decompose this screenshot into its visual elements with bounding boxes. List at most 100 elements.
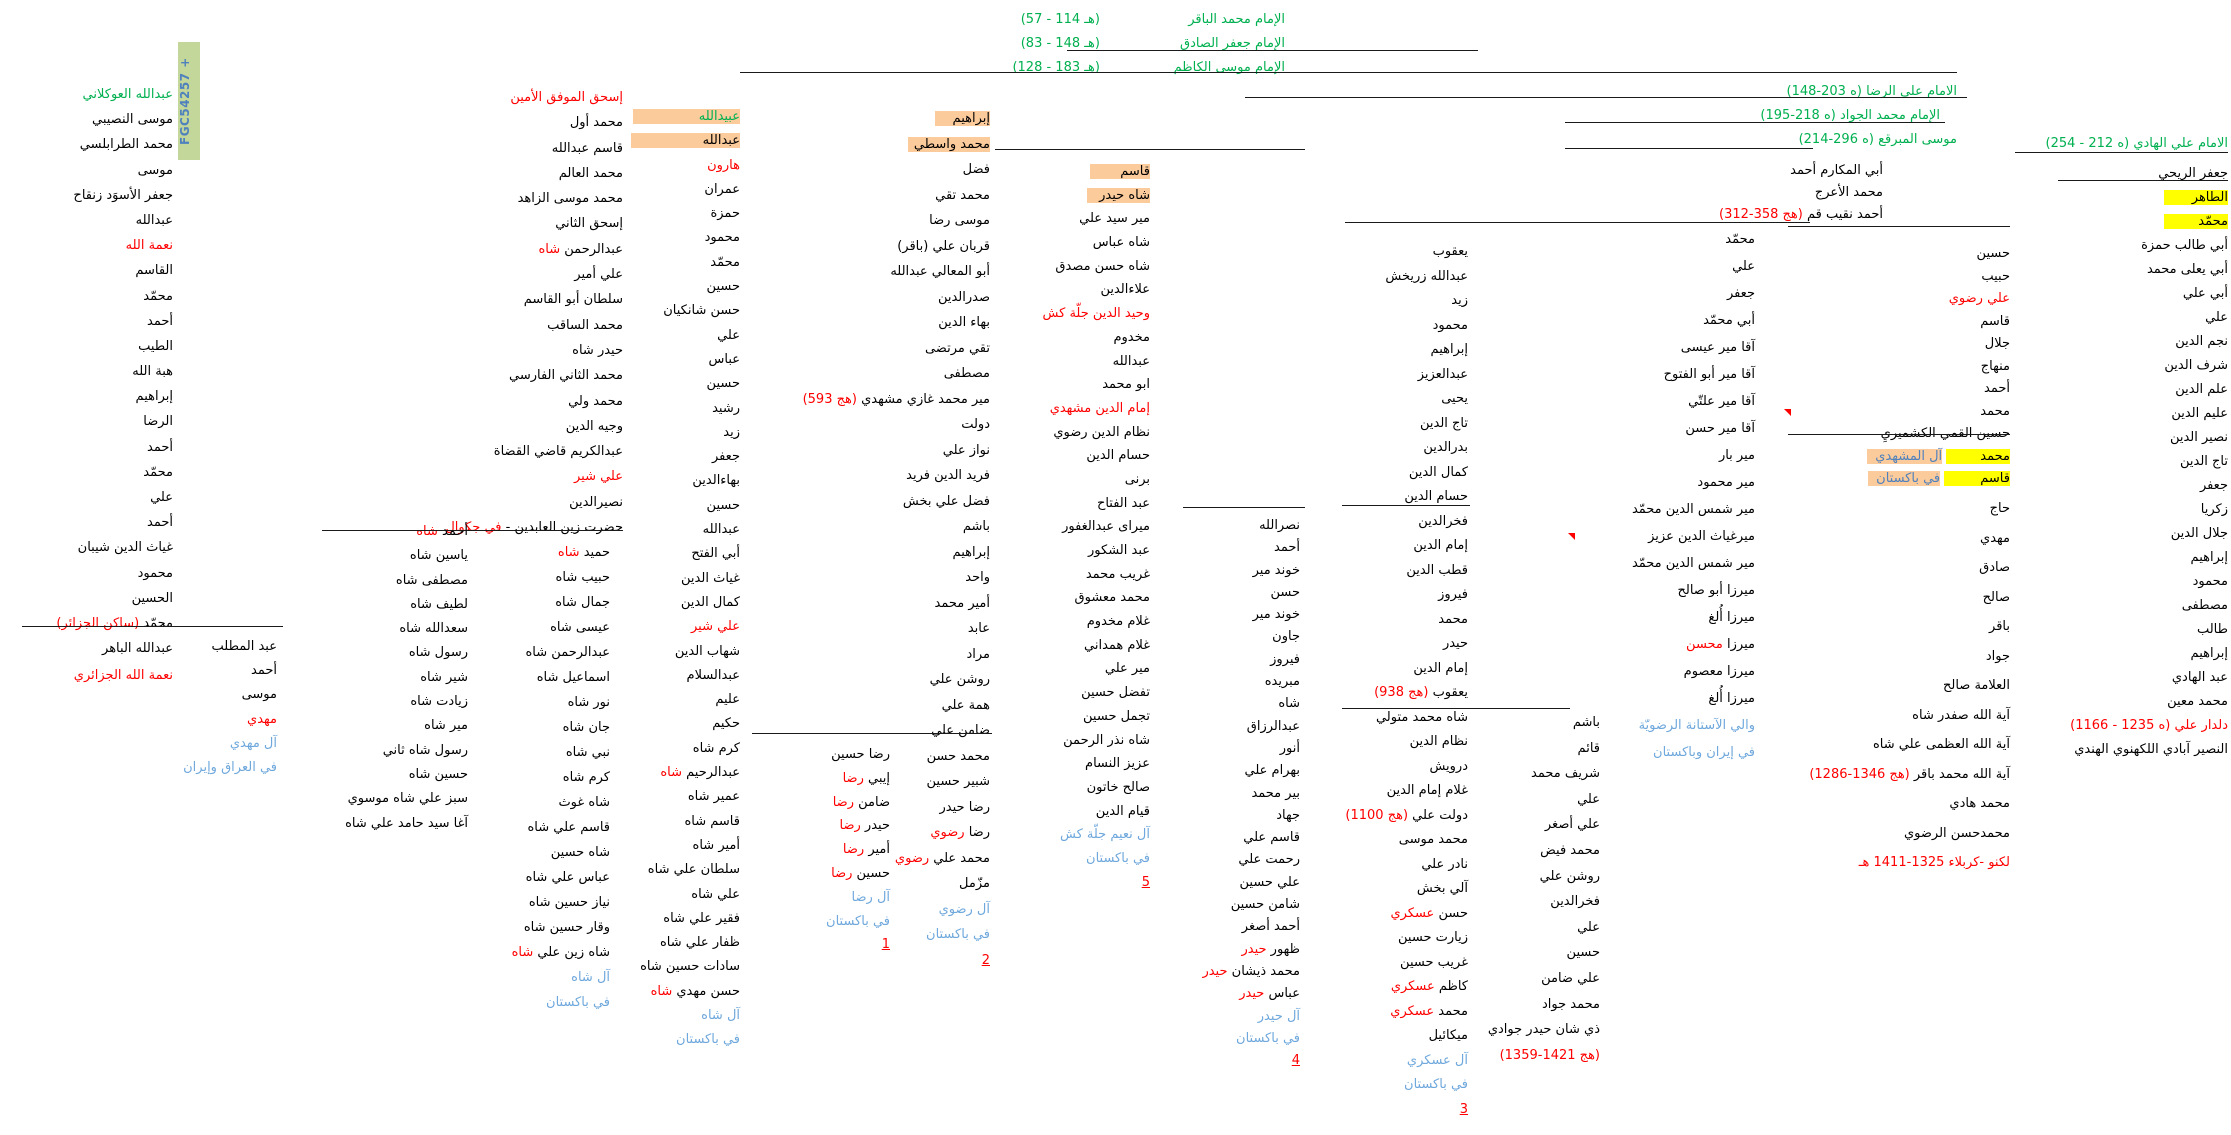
person-cell[interactable]: عبيدالله	[631, 105, 740, 129]
person-cell[interactable]: محمد	[1867, 401, 2010, 424]
person-cell[interactable]: عمران	[631, 178, 740, 202]
person-cell[interactable]: حيدر رضا	[826, 814, 890, 838]
person-cell[interactable]: جعفر	[2070, 474, 2228, 498]
person-cell[interactable]: موسى المبرقع (214-296 ه)	[1799, 128, 1957, 152]
person-cell[interactable]: موسى رضا	[803, 208, 990, 234]
person-cell[interactable]: محمد ولي	[445, 389, 623, 414]
person-cell[interactable]: روشن علي	[1488, 864, 1600, 890]
person-cell[interactable]: 2	[803, 948, 990, 974]
person-cell[interactable]: رضا رضوي	[803, 820, 990, 846]
person-cell[interactable]: باشم	[803, 514, 990, 540]
person-cell[interactable]: بهاءالدين	[631, 469, 740, 493]
person-cell[interactable]: علي	[56, 485, 173, 510]
person-cell[interactable]: أنور	[1202, 738, 1300, 760]
person-cell[interactable]: مير سيد علي	[1043, 207, 1150, 231]
person-cell[interactable]: فقير علي شاه	[631, 907, 740, 931]
person-cell[interactable]: صالح خاتون	[1043, 776, 1150, 800]
person-cell[interactable]: روشن علي	[803, 667, 990, 693]
person-cell[interactable]: العلامة صالح	[1809, 671, 2010, 701]
person-cell[interactable]: جهاد	[1202, 805, 1300, 827]
person-cell[interactable]: جعفر	[1632, 280, 1755, 307]
person-cell[interactable]: فيروز	[1202, 649, 1300, 671]
person-cell[interactable]: عبدالله	[630, 129, 740, 153]
person-cell[interactable]: عبدالرزاق	[1202, 716, 1300, 738]
person-cell[interactable]: قائم	[1488, 736, 1600, 762]
person-cell[interactable]: قاسم	[1043, 160, 1150, 184]
person-cell[interactable]: آل مهدي	[183, 732, 277, 756]
person-cell[interactable]: نبي شاه	[512, 740, 610, 765]
person-cell[interactable]: كرم شاه	[631, 737, 740, 761]
person-cell[interactable]: والي الآستانة الرضويّة	[1632, 712, 1755, 739]
person-cell[interactable]: علي شير	[445, 464, 623, 489]
person-cell[interactable]: ميرزا أبو صالح	[1632, 577, 1755, 604]
person-cell[interactable]: عباس علي شاه	[512, 865, 610, 890]
person-cell[interactable]: أبي علي	[2070, 282, 2228, 306]
person-cell[interactable]: آية الله العظمى علي شاه	[1809, 730, 2010, 760]
person-cell[interactable]: محمّد	[2070, 210, 2228, 234]
person-cell[interactable]: وقار حسين شاه	[512, 915, 610, 940]
person-cell[interactable]: حميد شاه	[512, 540, 610, 565]
person-cell[interactable]: حسين	[631, 275, 740, 299]
person-cell[interactable]: جاون	[1202, 626, 1300, 648]
person-cell[interactable]: عبدالله زريخش	[1345, 265, 1468, 290]
person-cell[interactable]: خوند مير	[1202, 560, 1300, 582]
person-cell[interactable]: ضامن علي	[803, 718, 990, 744]
person-cell[interactable]: أبي يعلى محمد	[2070, 258, 2228, 282]
person-cell[interactable]: عمير شاه	[631, 785, 740, 809]
person-cell[interactable]: برنى	[1043, 468, 1150, 492]
person-cell[interactable]: محمد هادي	[1809, 789, 2010, 819]
person-cell[interactable]: اسماعيل شاه	[512, 665, 610, 690]
person-cell[interactable]: شريف محمد	[1488, 761, 1600, 787]
person-cell[interactable]: محمد العالم	[445, 161, 623, 186]
person-cell[interactable]: آل نعيم جلّة كش	[1043, 823, 1150, 847]
person-cell[interactable]: صدرالدين	[803, 285, 990, 311]
person-cell[interactable]: محمد حسن	[803, 744, 990, 770]
person-cell[interactable]: ميرزا محسن	[1632, 631, 1755, 658]
person-cell[interactable]: حسين القمي الكشميريِ	[1867, 423, 2010, 446]
person-cell[interactable]: باشم	[1488, 710, 1600, 736]
person-cell[interactable]: في إيران وباكستان	[1632, 739, 1755, 766]
person-cell[interactable]: إبراهيم	[803, 540, 990, 566]
person-cell[interactable]: عبدالرحيم شاه	[631, 761, 740, 785]
person-cell[interactable]: غلام همداني	[1043, 634, 1150, 658]
person-cell[interactable]: أحمد نقيب قم (312-358 هج)	[1719, 204, 1883, 226]
person-cell[interactable]: علي	[2070, 306, 2228, 330]
person-cell[interactable]: غريب محمد	[1043, 563, 1150, 587]
person-cell[interactable]: محمد علي رضوي	[803, 846, 990, 872]
person-cell[interactable]: شهاب الدين	[631, 640, 740, 664]
person-cell[interactable]: مير شمس الدين محمّد	[1632, 550, 1755, 577]
person-cell[interactable]: 1	[826, 933, 890, 957]
person-cell[interactable]: ميرغياث الدين عزيز	[1632, 523, 1755, 550]
person-cell[interactable]: أبي طالب حمزة	[2070, 234, 2228, 258]
person-cell[interactable]: آل حيدر	[1202, 1006, 1300, 1028]
person-cell[interactable]: (1359-1421 هج)	[1488, 1043, 1600, 1069]
person-cell[interactable]: ضامن رضا	[826, 791, 890, 815]
person-cell[interactable]: حمزة	[631, 202, 740, 226]
person-cell[interactable]: حسن	[1202, 582, 1300, 604]
person-cell[interactable]: رسول شاه ثاني	[345, 739, 468, 763]
person-cell[interactable]: عبدالسلام	[631, 664, 740, 688]
person-cell[interactable]: جمال شاه	[512, 590, 610, 615]
person-cell[interactable]: دولت علي (1100 هج)	[1345, 804, 1468, 829]
person-cell[interactable]: في باكستان	[631, 1028, 740, 1052]
person-cell[interactable]: أحمد أصغر	[1202, 916, 1300, 938]
person-cell[interactable]: مصطفى	[2070, 594, 2228, 618]
person-cell[interactable]: مصطفى شاه	[345, 569, 468, 593]
person-cell[interactable]: شامن حسين	[1202, 894, 1300, 916]
person-cell[interactable]: كرم شاه	[512, 765, 610, 790]
person-cell[interactable]: دلدار علي (1166 - 1235 ه)	[2070, 714, 2228, 738]
person-cell[interactable]: رحمت علي	[1202, 849, 1300, 871]
person-cell[interactable]: رضا حيدر	[803, 795, 990, 821]
person-cell[interactable]: الإمام موسى الكاظم	[1174, 56, 1285, 80]
person-cell[interactable]: عبدالله العوكلاني	[56, 82, 173, 107]
person-cell[interactable]: محمد موسى	[1345, 828, 1468, 853]
person-cell[interactable]: جلال	[1867, 333, 2010, 356]
person-cell[interactable]: عليم	[631, 688, 740, 712]
person-cell[interactable]: علي شير	[631, 615, 740, 639]
person-cell[interactable]: زكريا	[2070, 498, 2228, 522]
person-cell[interactable]: جعفر الريحي	[2070, 162, 2228, 186]
person-cell[interactable]: علي ضامن	[1488, 966, 1600, 992]
person-cell[interactable]: في باكستان	[1202, 1028, 1300, 1050]
person-cell[interactable]: علي أصغر	[1488, 812, 1600, 838]
person-cell[interactable]: ميراى عبدالغفور	[1043, 515, 1150, 539]
